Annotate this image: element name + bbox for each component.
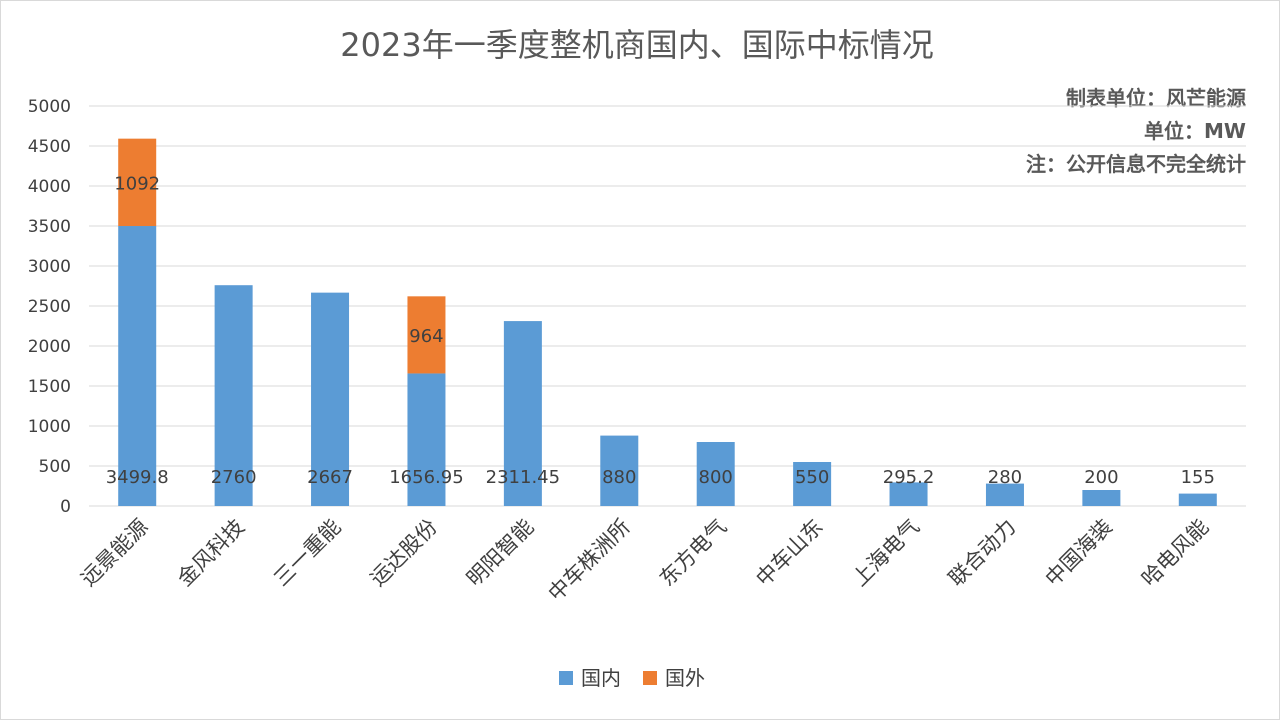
y-tick-label: 3500 <box>28 217 71 237</box>
data-label-domestic: 2311.45 <box>486 467 560 488</box>
legend-swatch-overseas <box>643 671 657 685</box>
data-label-overseas: 1092 <box>114 173 160 194</box>
bar-overseas <box>118 138 157 227</box>
bar-domestic <box>118 226 157 507</box>
y-axis-ticks: 0 500 1000 1500 2000 2500 3000 3500 4000 4500 5000 <box>28 97 71 517</box>
y-tick-label: 4000 <box>28 177 71 197</box>
legend-swatch-domestic <box>559 671 573 685</box>
data-label-domestic: 1656.95 <box>389 467 463 488</box>
bar-domestic <box>1178 493 1217 506</box>
x-tick-label: 中车山东 <box>751 515 827 591</box>
y-tick-label: 2500 <box>28 297 71 317</box>
bar-domestic <box>1082 490 1121 506</box>
y-tick-label: 3000 <box>28 257 71 277</box>
x-tick-label: 运达股份 <box>366 515 442 591</box>
bar-domestic <box>600 435 639 506</box>
y-tick-label: 500 <box>39 457 71 477</box>
y-tick-label: 0 <box>60 497 71 517</box>
data-label-overseas: 964 <box>409 326 443 347</box>
bar-overseas <box>407 296 446 374</box>
y-tick-label: 1000 <box>28 417 71 437</box>
x-tick-label: 三一重能 <box>269 515 345 591</box>
data-label-domestic: 550 <box>795 467 829 488</box>
legend-label-overseas: 国外 <box>665 666 705 690</box>
y-tick-label: 2000 <box>28 337 71 357</box>
data-label-domestic: 3499.8 <box>106 467 169 488</box>
bar-domestic <box>696 442 735 506</box>
chart-note-unit: 单位：MW <box>1144 119 1246 143</box>
x-tick-label: 上海电气 <box>848 515 924 591</box>
bar-domestic <box>311 292 350 506</box>
data-label-domestic: 155 <box>1181 467 1215 488</box>
data-label-domestic: 200 <box>1084 467 1118 488</box>
legend-label-domestic: 国内 <box>581 666 621 690</box>
x-tick-label: 中车株洲所 <box>544 515 635 606</box>
bar-domestic <box>889 482 928 506</box>
x-tick-label: 远景能源 <box>76 515 152 591</box>
bar-domestic <box>214 285 253 506</box>
x-tick-label: 哈电风能 <box>1137 515 1213 591</box>
x-axis-ticks: 远景能源 金风科技 三一重能 运达股份 明阳智能 中车株洲所 东方电气 中车山东 上海电气 联合动… <box>76 515 1213 606</box>
gridlines <box>89 105 1246 507</box>
data-label-domestic: 2667 <box>307 467 353 488</box>
data-label-domestic: 295.2 <box>883 467 935 488</box>
x-tick-label: 明阳智能 <box>462 515 538 591</box>
bars <box>118 138 1217 507</box>
y-tick-label: 4500 <box>28 137 71 157</box>
bar-domestic <box>985 483 1024 506</box>
data-labels: 3499.8 1092 2760 2667 1656.95 964 2311.45 880 80… <box>106 173 1215 488</box>
x-tick-label: 金风科技 <box>173 515 249 591</box>
bar-domestic <box>793 462 832 506</box>
y-tick-label: 5000 <box>28 97 71 117</box>
data-label-domestic: 800 <box>699 467 733 488</box>
bar-domestic <box>503 321 542 506</box>
data-label-domestic: 880 <box>602 467 636 488</box>
y-tick-label: 1500 <box>28 377 71 397</box>
data-label-domestic: 280 <box>988 467 1022 488</box>
x-tick-label: 联合动力 <box>944 515 1020 591</box>
data-label-domestic: 2760 <box>211 467 257 488</box>
bar-domestic <box>407 373 446 506</box>
legend: 国内 国外 <box>559 666 705 690</box>
chart-note-disclaimer: 注：公开信息不完全统计 <box>1026 152 1246 176</box>
x-tick-label: 东方电气 <box>655 515 731 591</box>
x-tick-label: 中国海装 <box>1041 515 1117 591</box>
chart-title: 2023年一季度整机商国内、国际中标情况 <box>340 26 933 64</box>
